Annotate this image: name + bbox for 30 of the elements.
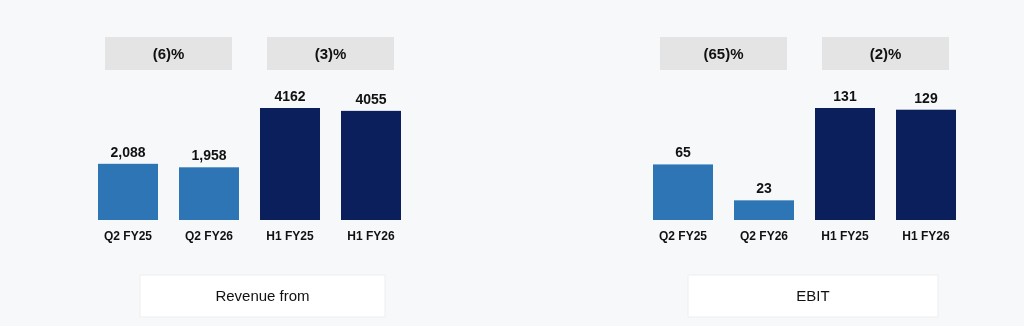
- bar: [653, 164, 713, 220]
- x-tick-label: Q2 FY25: [658, 229, 708, 243]
- text: (65)%: [703, 45, 744, 62]
- data-label: 131: [833, 88, 857, 104]
- bar: [734, 200, 794, 220]
- x-tick-label: Q2 FY26: [184, 229, 234, 243]
- bar: [98, 163, 158, 220]
- data-label: 2,088: [110, 143, 146, 160]
- data-label: 4055: [355, 90, 387, 107]
- bar: [341, 110, 401, 220]
- bar: [260, 108, 320, 220]
- data-label: 1,958: [191, 147, 227, 164]
- bar: [179, 167, 239, 220]
- text: Revenue from: [215, 287, 310, 304]
- text: EBIT: [796, 287, 830, 304]
- bar: [815, 108, 875, 220]
- x-tick-label: H1 FY25: [821, 229, 869, 243]
- data-label: 129: [914, 89, 938, 106]
- data-label: 65: [675, 144, 691, 161]
- x-tick-label: H1 FY25: [266, 229, 314, 243]
- data-label: 23: [756, 180, 772, 197]
- x-tick-label: H1 FY26: [347, 229, 395, 243]
- bar: [896, 109, 956, 220]
- x-tick-label: Q2 FY26: [739, 229, 789, 243]
- text: (2)%: [869, 45, 902, 62]
- text: (6)%: [152, 45, 185, 62]
- text: (3)%: [314, 45, 347, 62]
- x-tick-label: Q2 FY25: [103, 229, 153, 243]
- x-tick-label: H1 FY26: [902, 229, 950, 243]
- data-label: 4162: [274, 88, 306, 104]
